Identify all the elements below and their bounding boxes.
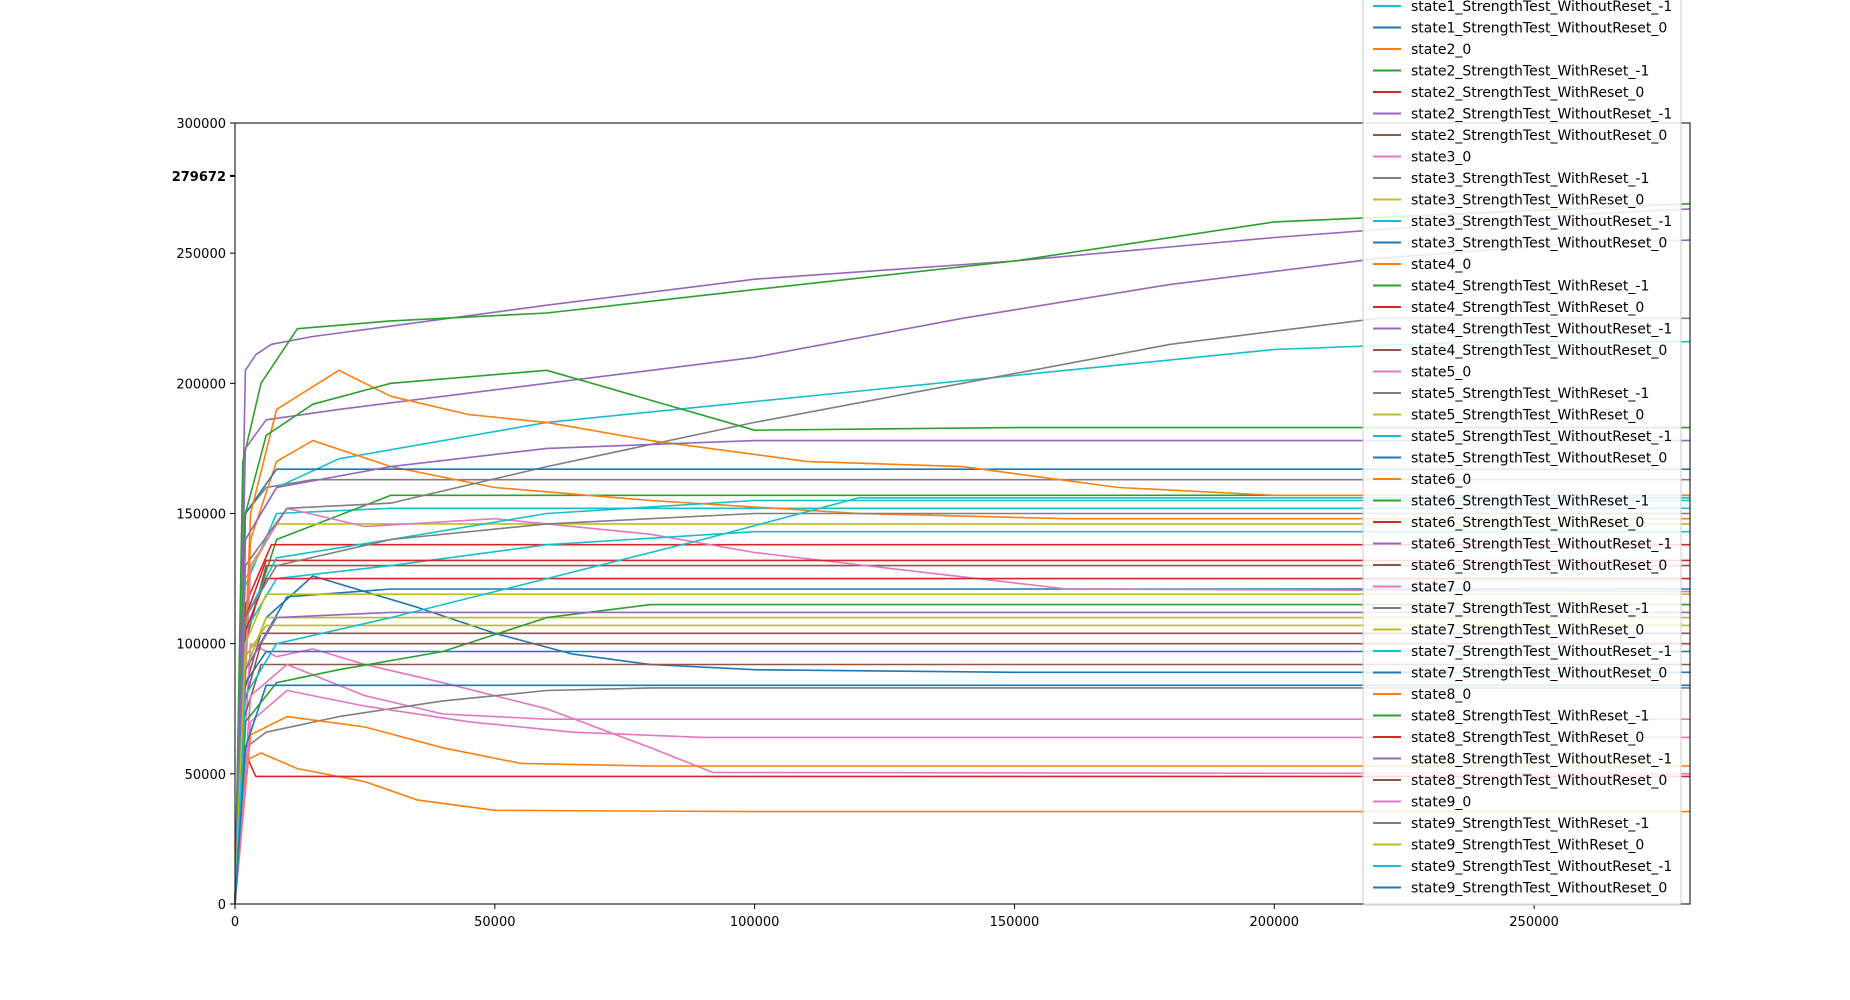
legend-label: state6_StrengthTest_WithReset_-1 — [1411, 494, 1649, 510]
legend-label: state3_StrengthTest_WithReset_0 — [1411, 193, 1644, 209]
legend-label: state8_0 — [1411, 687, 1471, 703]
series-line — [234, 497, 1690, 905]
legend-label: state5_StrengthTest_WithReset_-1 — [1411, 386, 1649, 402]
legend-label: state9_StrengthTest_WithoutReset_0 — [1411, 881, 1667, 897]
series-line — [234, 512, 1690, 905]
series-line — [234, 369, 1690, 905]
legend-label: state5_StrengthTest_WithoutReset_0 — [1411, 451, 1667, 467]
marked-y-label: 279672 — [172, 170, 226, 185]
series-line — [234, 507, 1691, 905]
series-line — [234, 684, 1690, 905]
legend-label: state5_StrengthTest_WithoutReset_-1 — [1411, 429, 1672, 445]
legend-label: state8_StrengthTest_WithoutReset_0 — [1411, 773, 1667, 789]
legend-label: state5_StrengthTest_WithReset_0 — [1411, 408, 1644, 424]
legend-label: state4_StrengthTest_WithoutReset_0 — [1411, 343, 1667, 359]
y-tick-label: 100000 — [176, 638, 226, 653]
y-tick-label: 200000 — [176, 377, 226, 392]
legend-label: state7_StrengthTest_WithReset_0 — [1411, 623, 1644, 639]
legend-label: state9_StrengthTest_WithoutReset_-1 — [1411, 859, 1672, 875]
legend-label: state1_StrengthTest_WithoutReset_-1 — [1411, 0, 1672, 15]
legend-label: state6_StrengthTest_WithoutReset_-1 — [1411, 537, 1672, 553]
series-line — [234, 715, 1690, 905]
x-tick-label: 50000 — [474, 915, 515, 930]
legend-label: state7_0 — [1411, 580, 1471, 596]
series-line — [234, 369, 1690, 905]
y-tick-label: 250000 — [176, 247, 226, 262]
legend-label: state7_StrengthTest_WithoutReset_-1 — [1411, 644, 1672, 660]
x-tick-label: 150000 — [990, 915, 1040, 930]
series-line — [234, 202, 1691, 905]
legend-label: state6_0 — [1411, 472, 1471, 488]
legend-label: state5_0 — [1411, 365, 1471, 381]
legend-label: state8_StrengthTest_WithoutReset_-1 — [1411, 752, 1672, 768]
legend-label: state2_StrengthTest_WithReset_-1 — [1411, 64, 1649, 80]
series-line — [234, 689, 1690, 905]
legend-label: state1_StrengthTest_WithoutReset_0 — [1411, 21, 1667, 37]
legend: state1_StrengthTest_WithoutReset_-1state… — [1362, 0, 1682, 906]
legend-label: state2_StrengthTest_WithReset_0 — [1411, 85, 1644, 101]
legend-box — [1362, 0, 1682, 906]
legend-label: state4_StrengthTest_WithoutReset_-1 — [1411, 322, 1672, 338]
axis-layer: 0 50000 100000 150000 200000 250000 300000 0 500… — [172, 117, 1559, 930]
x-tick-label: 0 — [231, 915, 239, 930]
legend-label: state9_StrengthTest_WithReset_0 — [1411, 838, 1644, 854]
legend-label: state8_StrengthTest_WithReset_-1 — [1411, 709, 1649, 725]
legend-label: state9_StrengthTest_WithReset_-1 — [1411, 816, 1649, 832]
legend-label: state4_StrengthTest_WithReset_0 — [1411, 300, 1644, 316]
legend-label: state4_0 — [1411, 257, 1471, 273]
legend-label: state2_0 — [1411, 42, 1471, 58]
series-line — [234, 642, 1691, 905]
legend-label: state4_StrengthTest_WithReset_-1 — [1411, 279, 1649, 295]
legend-label: state7_StrengthTest_WithReset_-1 — [1411, 601, 1649, 617]
legend-label: state2_StrengthTest_WithoutReset_0 — [1411, 128, 1667, 144]
y-tick-label: 150000 — [176, 508, 226, 523]
series-line — [234, 439, 1690, 905]
legend-label: state8_StrengthTest_WithReset_0 — [1411, 730, 1644, 746]
legend-label: state7_StrengthTest_WithoutReset_0 — [1411, 666, 1667, 682]
series-line — [234, 663, 1690, 905]
series-line — [234, 208, 1691, 905]
series-line — [234, 603, 1690, 905]
legend-label: state3_0 — [1411, 150, 1471, 166]
legend-label: state3_StrengthTest_WithoutReset_0 — [1411, 236, 1667, 252]
series-line — [234, 593, 1690, 905]
y-tick-label: 300000 — [176, 117, 226, 132]
series-line — [234, 752, 1690, 905]
x-tick-label: 250000 — [1509, 915, 1559, 930]
legend-label: state3_StrengthTest_WithoutReset_-1 — [1411, 214, 1672, 230]
series-line — [234, 439, 1690, 905]
legend-label: state3_StrengthTest_WithReset_-1 — [1411, 171, 1649, 187]
y-tick-label: 0 — [218, 898, 226, 913]
legend-label: state6_StrengthTest_WithReset_0 — [1411, 515, 1644, 531]
x-tick-label: 100000 — [730, 915, 780, 930]
legend-label: state2_StrengthTest_WithoutReset_-1 — [1411, 107, 1672, 123]
legend-label: state9_0 — [1411, 795, 1471, 811]
legend-label: state6_StrengthTest_WithoutReset_0 — [1411, 558, 1667, 574]
x-tick-label: 200000 — [1249, 915, 1299, 930]
y-tick-label: 50000 — [185, 768, 226, 783]
